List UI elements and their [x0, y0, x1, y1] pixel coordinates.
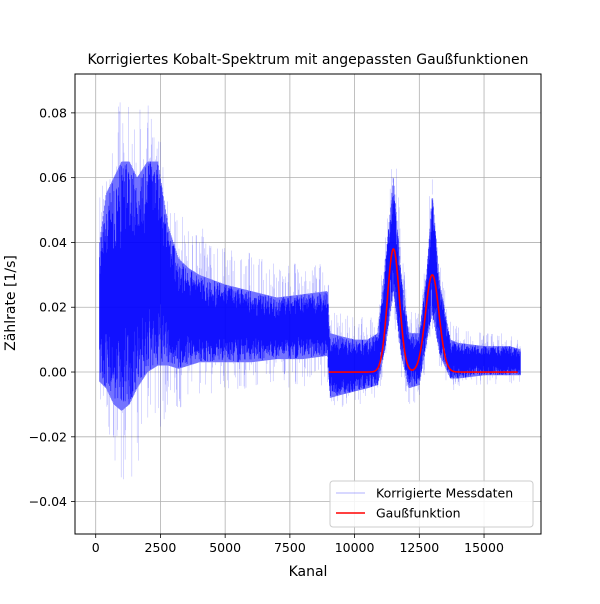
- x-tick-label: 2500: [145, 540, 177, 555]
- series-gauss-fit: [328, 247, 518, 373]
- y-tick-label: 0.00: [39, 365, 67, 380]
- x-axis-label: Kanal: [289, 564, 328, 580]
- y-tick-label: 0.06: [39, 170, 67, 185]
- plot-area: [99, 102, 521, 480]
- x-tick-label: 0: [92, 540, 100, 555]
- x-tick-label: 15000: [464, 540, 504, 555]
- axes: 0 2500 5000 7500 10000 12500 15000 −0.04 −0.02 0.…: [29, 73, 542, 555]
- y-tick-label: −0.04: [29, 494, 67, 509]
- x-tick-label: 10000: [335, 540, 375, 555]
- y-tick-label: −0.02: [29, 429, 67, 444]
- series-measured-data: [99, 102, 521, 480]
- chart-title: Korrigiertes Kobalt-Spektrum mit angepas…: [88, 52, 529, 68]
- axes-frame: [74, 73, 542, 535]
- y-tick-label: 0.04: [39, 235, 67, 250]
- legend-frame: [329, 480, 534, 528]
- x-tick-label: 7500: [274, 540, 306, 555]
- x-tick-label: 5000: [209, 540, 241, 555]
- legend: Korrigierte Messdaten Gaußfunktion: [329, 480, 534, 528]
- y-tick-label: 0.08: [39, 105, 67, 120]
- y-tick-label: 0.02: [39, 300, 67, 315]
- legend-label-gauss: Gaußfunktion: [376, 506, 461, 521]
- y-axis-label: Zählrate [1/s]: [3, 255, 19, 351]
- legend-label-data: Korrigierte Messdaten: [376, 486, 513, 501]
- measured-data-spikes: [99, 102, 521, 480]
- x-tick-label: 12500: [399, 540, 439, 555]
